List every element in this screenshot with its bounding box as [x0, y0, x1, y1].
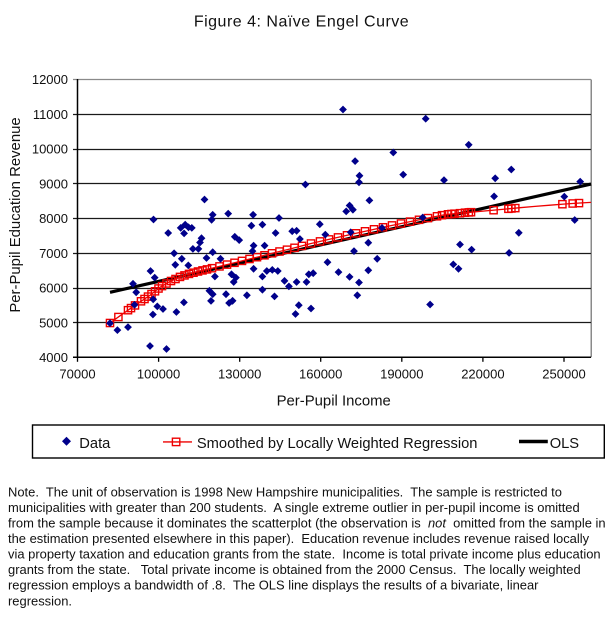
svg-text:Data: Data: [79, 436, 111, 452]
svg-text:from the sample because it dom: from the sample because it dominates the…: [8, 516, 606, 531]
svg-text:10000: 10000: [32, 142, 68, 157]
svg-text:100000: 100000: [137, 366, 180, 381]
svg-text:190000: 190000: [380, 366, 423, 381]
svg-text:130000: 130000: [218, 366, 261, 381]
svg-text:250000: 250000: [542, 366, 585, 381]
svg-text:Per-Pupil Education Revenue: Per-Pupil Education Revenue: [8, 117, 24, 312]
svg-text:12000: 12000: [32, 72, 68, 87]
svg-text:6000: 6000: [39, 281, 68, 296]
svg-text:via property taxation and educ: via property taxation and education gran…: [8, 547, 601, 562]
svg-text:9000: 9000: [39, 176, 68, 191]
svg-text:municipalities with greater th: municipalities with greater than 200 stu…: [8, 500, 580, 515]
svg-text:11000: 11000: [33, 107, 68, 122]
svg-text:Per-Pupil Income: Per-Pupil Income: [277, 394, 391, 410]
svg-text:5000: 5000: [39, 315, 68, 330]
svg-text:regression.: regression.: [8, 593, 72, 608]
svg-text:Smoothed by Locally Weighted R: Smoothed by Locally Weighted Regression: [197, 436, 478, 452]
svg-text:Figure 4: Naïve Engel Curve: Figure 4: Naïve Engel Curve: [194, 14, 409, 31]
svg-text:OLS: OLS: [550, 436, 580, 452]
svg-text:the estimation presented elsew: the estimation presented elsewhere in th…: [8, 531, 590, 546]
svg-text:7000: 7000: [39, 246, 68, 261]
svg-text:grants from the state. Total: grants from the state. Total private inc…: [8, 562, 581, 577]
svg-text:160000: 160000: [299, 366, 342, 381]
svg-text:Note. The unit of observation: Note. The unit of observation is 1998 Ne…: [8, 484, 562, 499]
svg-text:70000: 70000: [59, 366, 95, 381]
svg-text:regression employs a bandwidth: regression employs a bandwidth of .8. Th…: [8, 578, 539, 593]
svg-text:220000: 220000: [461, 366, 504, 381]
svg-text:4000: 4000: [39, 350, 68, 365]
svg-text:8000: 8000: [39, 211, 68, 226]
